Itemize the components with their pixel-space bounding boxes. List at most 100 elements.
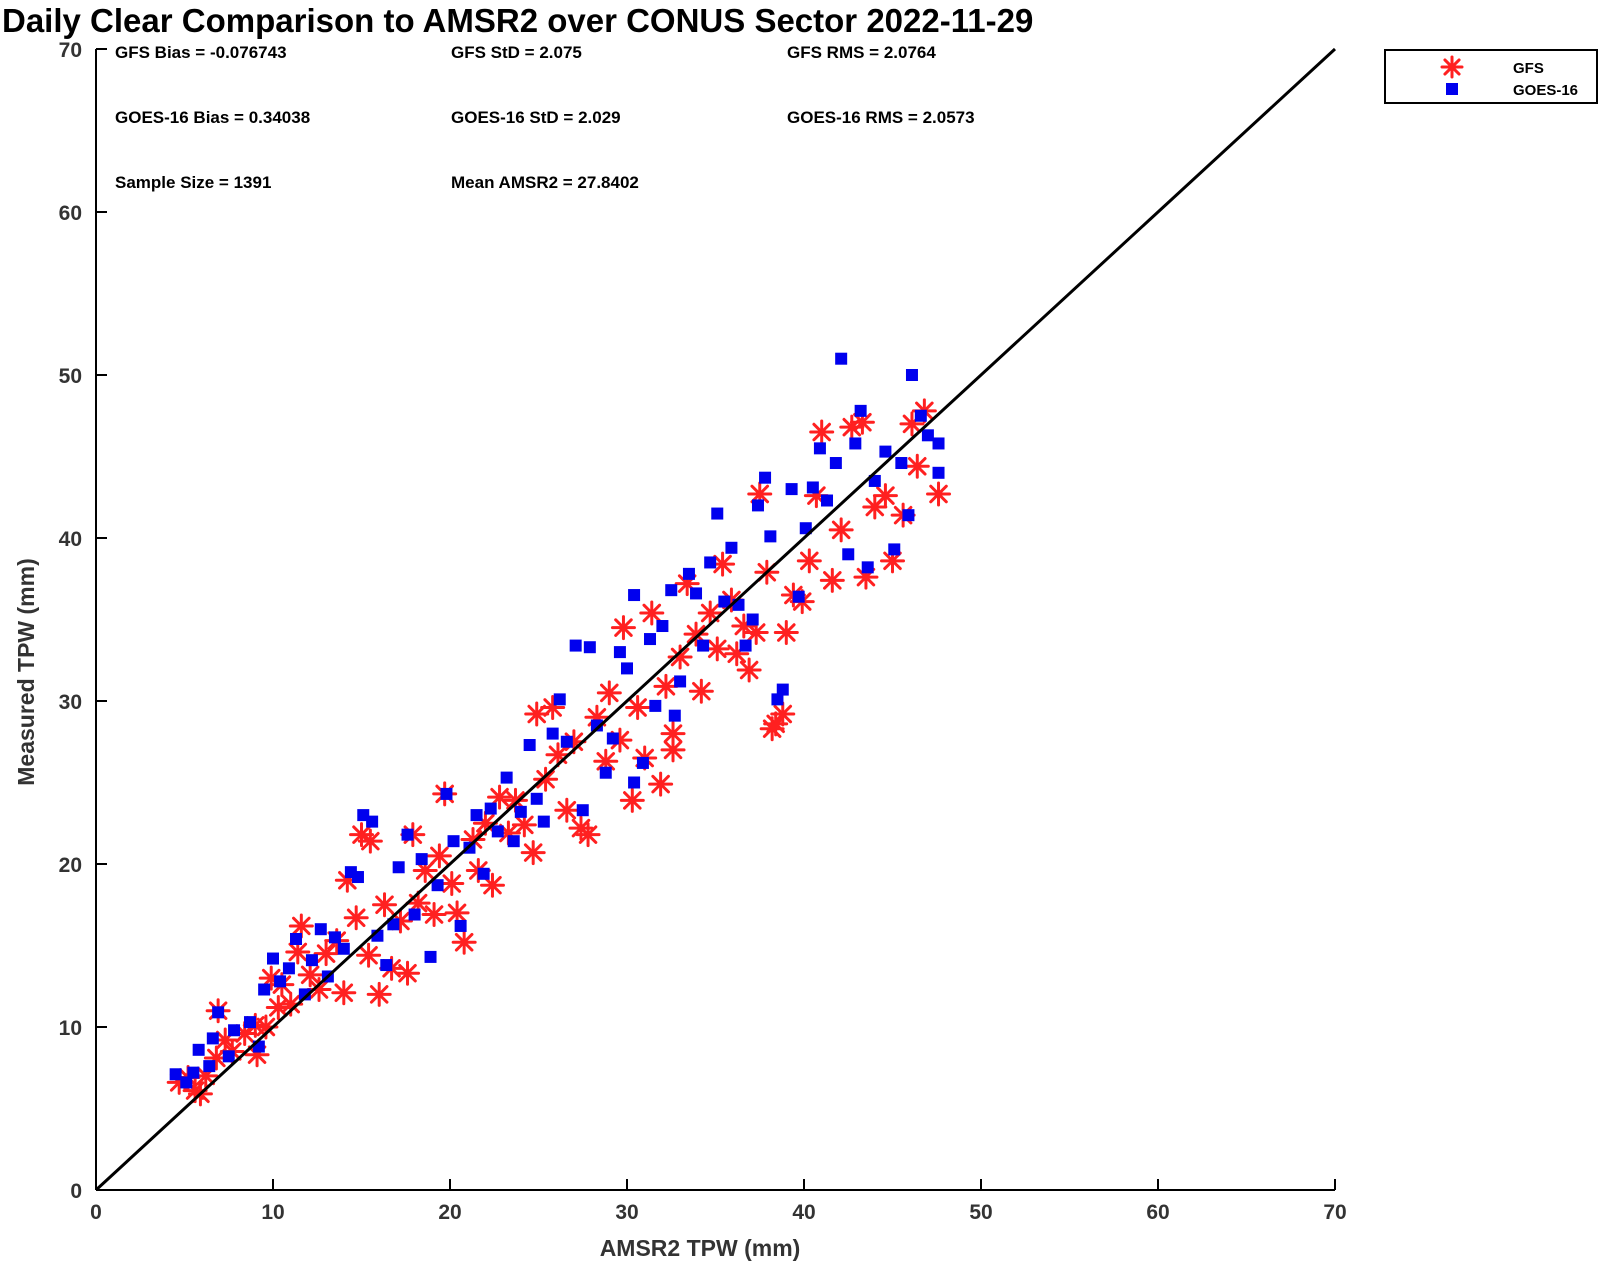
goes16-point	[491, 825, 504, 838]
gfs-point	[697, 600, 723, 626]
goes16-point	[644, 633, 657, 646]
gfs-point	[639, 600, 665, 626]
goes16-point	[656, 620, 669, 633]
gfs-point	[796, 548, 822, 574]
goes16-point	[792, 590, 805, 603]
goes16-point	[842, 548, 855, 561]
goes16-point	[776, 683, 789, 696]
goes16-point	[366, 815, 379, 828]
one-to-one-line	[94, 47, 1337, 1192]
chart-title: Daily Clear Comparison to AMSR2 over CON…	[2, 2, 1033, 39]
gfs-point	[343, 905, 369, 931]
gfs-point	[426, 843, 452, 869]
x-tick-label: 40	[792, 1201, 815, 1224]
goes16-point	[932, 466, 945, 479]
y-tick-label: 30	[59, 691, 82, 714]
y-tick-label: 70	[59, 39, 82, 62]
goes16-point	[206, 1032, 219, 1045]
gfs-point	[619, 787, 645, 813]
goes16-point	[704, 556, 717, 569]
goes16-point	[477, 867, 490, 880]
y-tick-label: 50	[59, 365, 82, 388]
gfs-point	[439, 871, 465, 897]
gfs-point	[421, 902, 447, 928]
gfs-point	[648, 771, 674, 797]
gfs-point	[683, 621, 709, 647]
stat-gfs-rms: GFS RMS = 2.0764	[787, 43, 936, 62]
x-tick-label: 20	[438, 1201, 461, 1224]
goes16-point	[690, 587, 703, 600]
goes16-point	[337, 942, 350, 955]
y-tick-label: 10	[59, 1017, 82, 1040]
gfs-point	[688, 678, 714, 704]
goes16-point	[431, 879, 444, 892]
goes16-point	[392, 861, 405, 874]
goes16-point	[415, 853, 428, 866]
gfs-point	[704, 636, 730, 662]
goes16-point	[613, 646, 626, 659]
gfs-point	[487, 784, 513, 810]
goes16-point	[500, 771, 513, 784]
goes16-point	[408, 908, 421, 921]
goes16-point	[902, 509, 915, 522]
y-axis-label: Measured TPW (mm)	[13, 558, 39, 785]
goes16-point	[180, 1076, 193, 1089]
legend-box	[1384, 49, 1598, 104]
goes16-point	[718, 595, 731, 608]
goes16-point	[530, 792, 543, 805]
gfs-point	[610, 615, 636, 641]
y-tick-label: 0	[70, 1180, 82, 1203]
legend-goes-marker	[1446, 83, 1458, 95]
goes16-point	[861, 561, 874, 574]
gfs-point	[926, 481, 952, 507]
gfs-point	[575, 822, 601, 848]
legend-gfs-asterisk	[1440, 55, 1464, 79]
gfs-point	[596, 680, 622, 706]
goes16-point	[628, 589, 641, 602]
goes16-point	[203, 1060, 216, 1073]
goes16-point	[523, 739, 536, 752]
gfs-point	[660, 737, 686, 763]
gfs-point	[839, 414, 865, 440]
goes16-point	[599, 766, 612, 779]
x-tick-label: 0	[90, 1201, 102, 1224]
gfs-point	[520, 840, 546, 866]
x-tick-label: 60	[1146, 1201, 1169, 1224]
goes16-point	[290, 932, 303, 945]
goes16-point	[739, 639, 752, 652]
goes16-point	[759, 471, 772, 484]
goes16-point	[849, 437, 862, 450]
goes16-point	[697, 639, 710, 652]
goes16-point	[785, 483, 798, 496]
goes16-point	[854, 404, 867, 417]
gfs-point	[395, 960, 421, 986]
stat-goes-bias: GOES-16 Bias = 0.34038	[115, 108, 310, 127]
goes16-point	[169, 1068, 182, 1081]
goes16-point	[243, 1016, 256, 1029]
gfs-point	[736, 657, 762, 683]
gfs-point	[710, 551, 736, 577]
goes16-point	[806, 481, 819, 494]
goes16-point	[351, 871, 364, 884]
goes16-point	[888, 543, 901, 556]
gfs-point	[533, 766, 559, 792]
stat-goes-std: GOES-16 StD = 2.029	[451, 108, 621, 127]
gfs-point	[653, 673, 679, 699]
goes16-point	[764, 530, 777, 543]
goes16-point	[228, 1024, 241, 1037]
goes16-point	[583, 641, 596, 654]
goes16-point	[829, 457, 842, 470]
goes16-point	[576, 804, 589, 817]
goes16-point	[387, 918, 400, 931]
gfs-point	[412, 858, 438, 884]
goes16-point	[799, 522, 812, 535]
goes16-point	[553, 693, 566, 706]
goes16-point	[905, 369, 918, 381]
goes16-point	[932, 437, 945, 450]
goes16-point	[187, 1066, 200, 1079]
goes16-point	[590, 719, 603, 732]
goes16-point	[879, 445, 892, 458]
goes16-point	[914, 409, 927, 422]
goes16-point	[258, 983, 271, 996]
legend-gfs-marker	[1440, 55, 1464, 79]
